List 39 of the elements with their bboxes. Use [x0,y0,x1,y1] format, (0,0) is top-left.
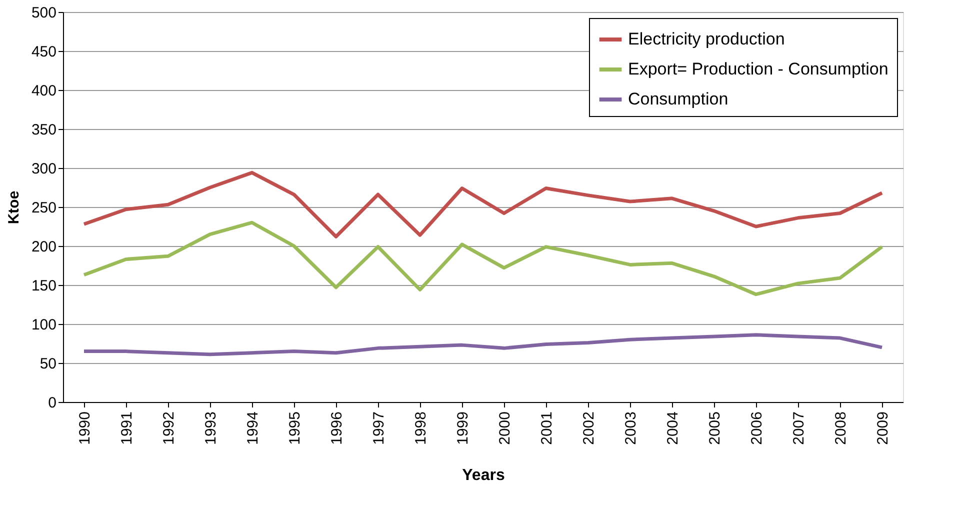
line-series [82,333,884,356]
x-tick-label: 2008 [832,412,850,445]
x-axis-title: Years [462,466,505,484]
line-series [82,170,884,238]
legend-label: Consumption [628,90,728,108]
x-tick-label: 1999 [454,412,472,445]
x-tick-label: 2003 [622,412,640,445]
x-tick-label: 2007 [790,412,808,445]
x-tick-label: 1997 [370,412,388,445]
y-tick-label: 450 [31,44,56,60]
y-tick-label: 200 [31,238,56,256]
x-tick-label: 1998 [412,412,430,445]
x-tick-label: 2002 [580,412,598,445]
x-tick-label: 1994 [244,412,262,445]
x-tick-label: 2006 [748,412,766,445]
y-tick-label: 500 [31,4,56,22]
x-tick-label: 1993 [202,412,220,445]
x-tick-label: 2000 [496,412,514,445]
y-tick-label: 50 [40,356,56,372]
x-tick-label: 2005 [706,412,724,445]
x-tick-label: 1991 [118,412,136,445]
y-tick-label: 250 [31,200,56,216]
x-tick-label: 1995 [286,412,304,445]
x-tick-label: 2009 [874,412,892,445]
x-tick-label: 1996 [328,412,346,445]
line-series [82,220,884,296]
y-tick-label: 150 [31,278,56,294]
legend-label: Export= Production - Consumption [628,60,888,78]
y-tick-label: 0 [48,394,56,412]
x-tick-label: 2004 [664,412,682,445]
legend-label: Electricity production [628,30,785,48]
y-tick-label: 400 [31,82,56,100]
y-tick-label: 350 [31,122,56,138]
y-axis-title: Ktoe [5,190,22,224]
x-tick-label: 1992 [160,412,178,445]
y-tick-label: 100 [31,316,56,334]
y-tick-label: 300 [31,160,56,178]
x-tick-label: 1990 [76,412,94,445]
x-tick-label: 2001 [538,412,556,445]
